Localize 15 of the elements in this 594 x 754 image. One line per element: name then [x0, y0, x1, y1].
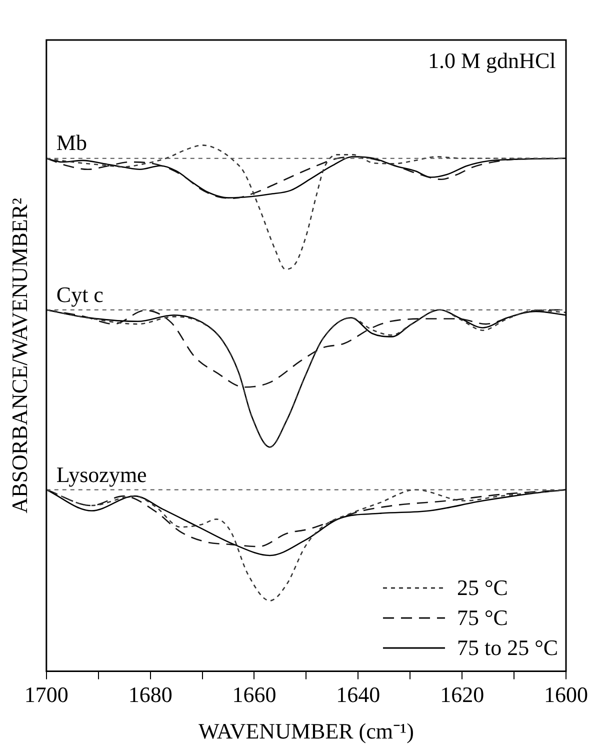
ref-line-label: Mb [56, 130, 87, 156]
y-axis-title: ABSORBANCE/WAVENUMBER² [6, 197, 32, 514]
x-tick-label: 1620 [440, 682, 484, 708]
ref-line-label: Lysozyme [56, 462, 147, 487]
x-tick-label: 1660 [232, 682, 276, 708]
legend-label: 25 °C [457, 575, 508, 602]
x-tick-label: 1680 [128, 682, 172, 708]
x-tick-label: 1600 [544, 682, 588, 708]
text: 1.0 M gdnHCl [428, 48, 556, 73]
x-tick-label: 1700 [24, 682, 68, 708]
x-axis-title: WAVENUMBER (cm⁻¹) [198, 718, 414, 744]
legend-label: 75 to 25 °C [457, 635, 558, 662]
ref-line-label: Cyt c [56, 282, 104, 307]
x-tick-label: 1640 [336, 682, 380, 708]
legend-label: 75 °C [457, 605, 508, 632]
